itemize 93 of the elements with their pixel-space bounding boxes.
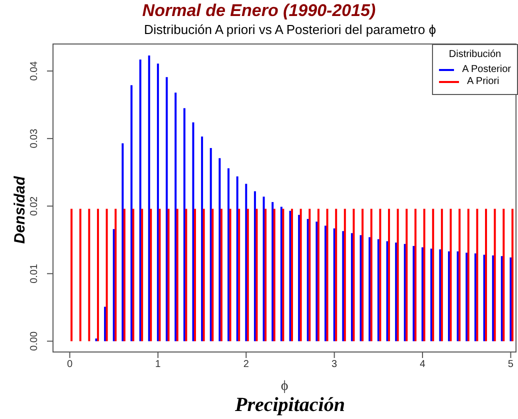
bar <box>130 85 132 342</box>
x-tick-label: 0 <box>66 359 73 370</box>
bar <box>458 208 461 342</box>
bar <box>150 208 152 342</box>
bar <box>379 208 382 342</box>
bar <box>123 208 126 342</box>
bar <box>423 208 426 342</box>
bar <box>192 122 194 342</box>
bar <box>122 143 124 342</box>
bar <box>256 208 258 342</box>
bar <box>168 208 170 342</box>
y-tick-label: 0.03 <box>29 128 40 148</box>
bar <box>450 208 452 342</box>
bar <box>220 208 222 342</box>
bar <box>344 208 346 342</box>
bar <box>132 208 134 342</box>
bar <box>308 208 311 342</box>
legend-label: A Posterior <box>462 64 511 75</box>
bar <box>502 208 505 342</box>
bar <box>141 208 144 342</box>
bar <box>245 184 248 342</box>
bar <box>324 226 327 342</box>
bar <box>432 208 434 342</box>
bar <box>440 208 443 342</box>
y-axis-title: Densidad <box>12 176 28 244</box>
x-axis-title: ϕ <box>280 379 288 394</box>
bar <box>316 222 318 342</box>
bar <box>395 242 398 342</box>
bar <box>96 208 99 342</box>
bar <box>272 202 274 342</box>
bar <box>439 249 442 342</box>
bar <box>106 208 108 342</box>
x-tick-label: 4 <box>420 359 426 370</box>
bar <box>317 208 320 342</box>
bar <box>511 208 514 342</box>
y-tick-label: 0.01 <box>29 263 40 284</box>
x-tick-label: 5 <box>508 359 514 370</box>
text: Precipitación <box>234 394 346 417</box>
legend-title: Distribución <box>448 49 502 60</box>
y-tick-label: 0.00 <box>29 331 40 351</box>
bar <box>494 208 496 342</box>
bar <box>335 208 338 342</box>
bar <box>476 208 478 342</box>
bar <box>238 208 240 342</box>
bar <box>368 237 371 342</box>
legend-label: A Priori <box>467 76 500 87</box>
bar <box>201 136 204 342</box>
chart-subtitle: Distribución A priori vs A Posteriori del parametro ϕ <box>143 22 437 37</box>
bar <box>362 208 364 342</box>
bar <box>185 208 188 342</box>
bar <box>176 208 178 342</box>
bar <box>467 208 470 342</box>
bar <box>414 208 416 342</box>
bar <box>342 231 344 342</box>
bar <box>510 257 512 342</box>
x-tick-label: 3 <box>332 359 338 370</box>
bar <box>406 208 408 342</box>
y-tick-label: 0.02 <box>29 196 40 216</box>
bar <box>485 208 488 342</box>
bar <box>158 208 161 342</box>
bar <box>386 241 388 342</box>
bar <box>396 208 399 342</box>
bar <box>202 208 205 342</box>
bar <box>492 255 494 342</box>
bar <box>218 158 221 342</box>
bar <box>422 247 424 342</box>
bar <box>174 92 177 342</box>
bar <box>70 208 73 342</box>
bar <box>212 208 214 342</box>
bar <box>466 252 468 342</box>
bar <box>95 338 98 342</box>
bar <box>229 208 232 342</box>
bar <box>370 208 372 342</box>
bar <box>114 208 117 342</box>
bar <box>88 208 90 342</box>
x-tick-label: 2 <box>243 359 250 370</box>
y-tick-label: 0.04 <box>29 60 40 81</box>
bar <box>388 208 390 342</box>
bar <box>273 208 276 342</box>
bar <box>104 306 106 342</box>
bar <box>352 208 355 342</box>
x-tick-label: 1 <box>155 359 162 370</box>
bar <box>148 55 150 342</box>
bar <box>194 208 196 342</box>
bar <box>79 208 82 342</box>
bar <box>326 208 328 342</box>
bar <box>298 214 300 342</box>
bar <box>246 208 249 342</box>
chart-title: Normal de Enero (1990-2015) <box>141 1 377 20</box>
bar <box>264 208 267 342</box>
bar <box>228 168 230 342</box>
bar <box>300 208 302 342</box>
bar <box>412 246 415 342</box>
